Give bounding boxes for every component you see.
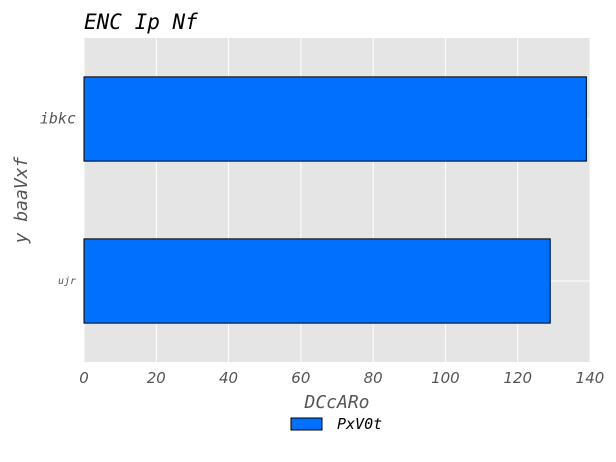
x-tick-label: 140 [576, 369, 605, 387]
x-tick-label: 80 [364, 369, 383, 387]
y-axis-label: y baaVxf [11, 156, 32, 244]
y-tick-label: ujr [58, 276, 76, 287]
bar [84, 239, 550, 323]
chart-title: ENC Ip Nf [84, 10, 198, 34]
x-tick-labels: 0 20 40 60 80 100 120 140 [79, 369, 604, 387]
x-tick-label: 20 [147, 369, 166, 387]
legend: PxV0t [291, 415, 382, 433]
x-tick-label: 60 [291, 369, 310, 387]
y-tick-label: ibkc [40, 110, 76, 128]
legend-swatch [291, 418, 322, 430]
x-axis-label: DCcARo [303, 392, 369, 413]
x-tick-label: 120 [503, 369, 532, 387]
x-tick-label: 0 [79, 369, 89, 387]
bar [84, 77, 586, 161]
x-tick-label: 100 [431, 369, 460, 387]
y-tick-labels: ujr ibkc [40, 110, 76, 288]
legend-label: PxV0t [337, 415, 382, 433]
x-tick-label: 40 [219, 369, 238, 387]
